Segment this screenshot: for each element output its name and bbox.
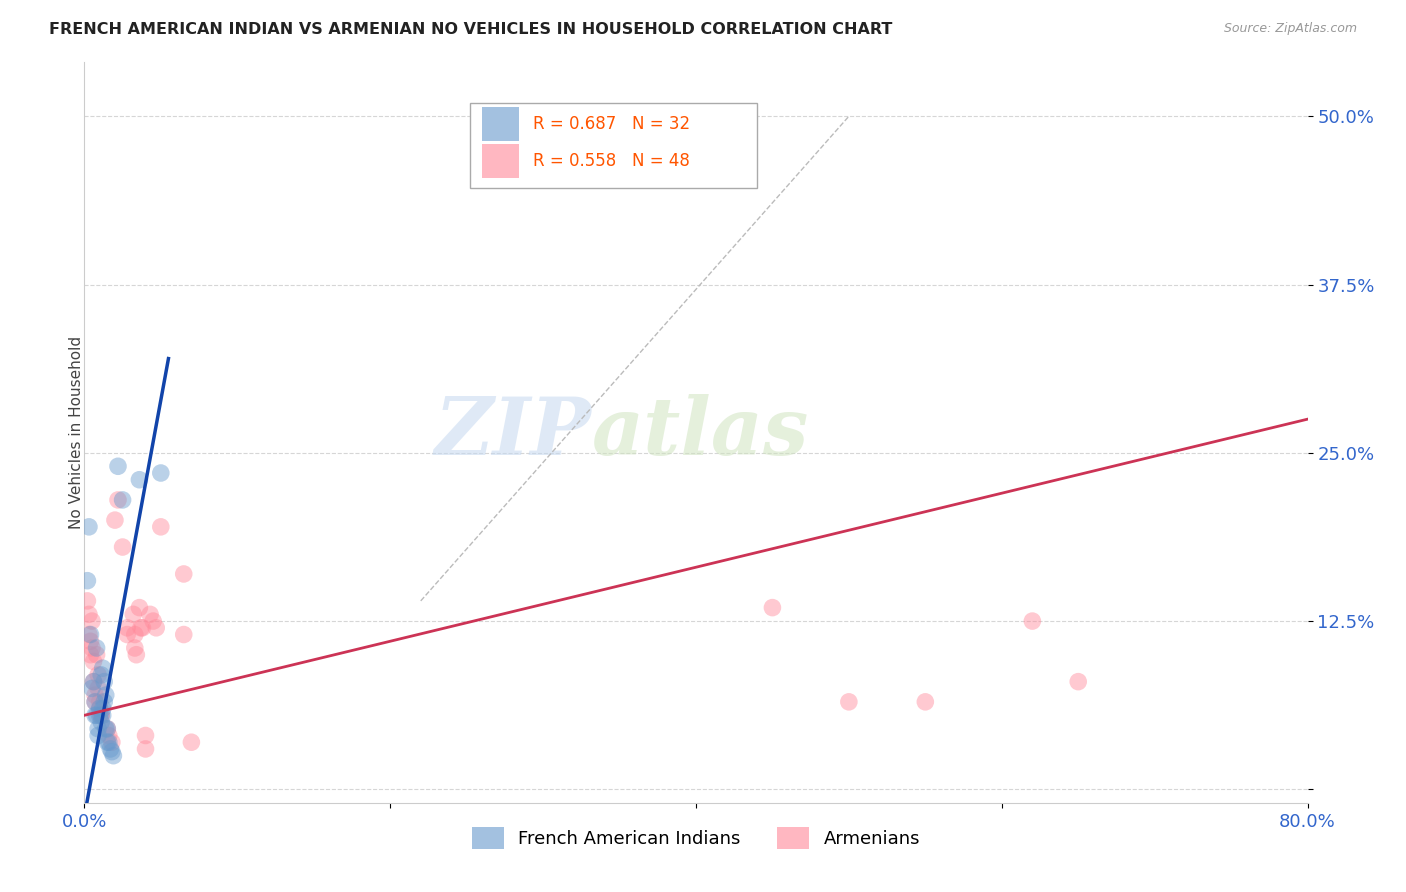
Text: R = 0.558   N = 48: R = 0.558 N = 48	[533, 152, 690, 169]
Point	[93, 674, 115, 689]
Point	[111, 540, 134, 554]
Point	[90, 714, 112, 729]
Point	[84, 695, 107, 709]
Point	[89, 708, 111, 723]
Point	[80, 681, 103, 696]
FancyBboxPatch shape	[482, 145, 519, 178]
Point	[77, 520, 100, 534]
Point	[90, 668, 112, 682]
Point	[149, 520, 172, 534]
Point	[91, 661, 114, 675]
Point	[83, 674, 105, 689]
Text: atlas: atlas	[592, 394, 810, 471]
Point	[89, 695, 111, 709]
Point	[84, 695, 107, 709]
Point	[93, 695, 115, 709]
Point	[128, 473, 150, 487]
Point	[149, 466, 172, 480]
Point	[91, 708, 114, 723]
Point	[115, 621, 138, 635]
Point	[87, 729, 110, 743]
Point	[131, 621, 153, 635]
Point	[79, 634, 101, 648]
Point	[77, 627, 100, 641]
Point	[135, 742, 157, 756]
Point	[115, 627, 138, 641]
Point	[101, 745, 124, 759]
Point	[129, 621, 152, 635]
Point	[86, 640, 108, 655]
Point	[83, 674, 105, 689]
Point	[91, 701, 114, 715]
Point	[84, 708, 107, 723]
Point	[135, 729, 157, 743]
Point	[838, 695, 860, 709]
FancyBboxPatch shape	[470, 103, 758, 188]
Point	[94, 688, 117, 702]
Point	[79, 648, 101, 662]
FancyBboxPatch shape	[482, 107, 519, 141]
Point	[87, 668, 110, 682]
Point	[139, 607, 162, 622]
Point	[96, 722, 118, 736]
Point	[89, 701, 111, 715]
Point	[76, 594, 98, 608]
Point	[97, 729, 120, 743]
Point	[107, 492, 129, 507]
Point	[80, 640, 103, 655]
Point	[125, 648, 148, 662]
Point	[90, 708, 112, 723]
Point	[86, 708, 108, 723]
Point	[111, 492, 134, 507]
Point	[124, 640, 146, 655]
Point	[180, 735, 202, 749]
Point	[1021, 614, 1043, 628]
Point	[914, 695, 936, 709]
Point	[86, 648, 108, 662]
Point	[103, 748, 125, 763]
Point	[104, 513, 127, 527]
Text: ZIP: ZIP	[434, 394, 592, 471]
Point	[173, 566, 195, 581]
Point	[80, 614, 103, 628]
Point	[79, 627, 101, 641]
Point	[96, 735, 118, 749]
Point	[128, 600, 150, 615]
Point	[101, 735, 124, 749]
Point	[173, 627, 195, 641]
Point	[87, 722, 110, 736]
Point	[89, 701, 111, 715]
Point	[761, 600, 783, 615]
Point	[124, 627, 146, 641]
Point	[77, 607, 100, 622]
Point	[142, 614, 165, 628]
Text: Source: ZipAtlas.com: Source: ZipAtlas.com	[1223, 22, 1357, 36]
Point	[96, 722, 118, 736]
Point	[122, 607, 145, 622]
Y-axis label: No Vehicles in Household: No Vehicles in Household	[69, 336, 83, 529]
Text: FRENCH AMERICAN INDIAN VS ARMENIAN NO VEHICLES IN HOUSEHOLD CORRELATION CHART: FRENCH AMERICAN INDIAN VS ARMENIAN NO VE…	[49, 22, 893, 37]
Point	[1067, 674, 1090, 689]
Legend: French American Indians, Armenians: French American Indians, Armenians	[464, 821, 928, 856]
Point	[94, 722, 117, 736]
Point	[97, 735, 120, 749]
Point	[87, 681, 110, 696]
Point	[90, 708, 112, 723]
Point	[145, 621, 167, 635]
Point	[107, 459, 129, 474]
Point	[84, 688, 107, 702]
Text: R = 0.687   N = 32: R = 0.687 N = 32	[533, 115, 690, 133]
Point	[654, 136, 676, 151]
Point	[76, 574, 98, 588]
Point	[83, 655, 105, 669]
Point	[98, 742, 121, 756]
